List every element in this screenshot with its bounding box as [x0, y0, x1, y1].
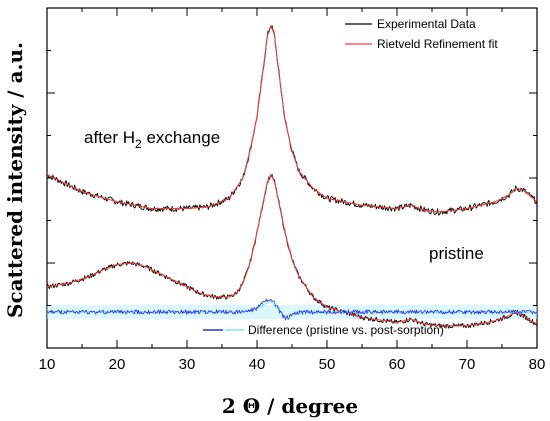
x-tick-label: 20 — [109, 356, 126, 373]
x-axis-ticks — [46, 8, 538, 348]
x-tick-label: 10 — [39, 356, 56, 373]
difference-legend: Difference (pristine vs. post-sorption) — [203, 323, 444, 337]
x-tick-label: 30 — [179, 356, 196, 373]
x-tick-label: 80 — [529, 356, 546, 373]
x-axis-label: 2 Θ / degree — [222, 394, 358, 418]
series-after-h2-exchange-fit — [46, 25, 538, 213]
series-layer — [46, 25, 538, 329]
x-tick-label: 60 — [389, 356, 406, 373]
series-after-h2-exchange-experimental — [46, 25, 538, 216]
annotation-after-h2-base: after H — [84, 128, 135, 147]
legend-label-experimental: Experimental Data — [377, 17, 476, 31]
annotation-after-h2-exchange: after H2 exchange — [84, 128, 220, 151]
x-tick-labels: 10 20 30 40 50 60 70 80 — [39, 356, 546, 373]
y-axis-label: Scattered intensity / a.u. — [3, 42, 27, 318]
x-tick-label: 70 — [459, 356, 476, 373]
difference-band — [47, 305, 537, 319]
difference-legend-label: Difference (pristine vs. post-sorption) — [248, 323, 444, 337]
y-axis-ticks — [47, 7, 537, 349]
legend-label-rietveld: Rietveld Refinement fit — [377, 37, 498, 51]
x-tick-label: 50 — [319, 356, 336, 373]
legend: Experimental Data Rietveld Refinement fi… — [345, 17, 498, 51]
annotation-after-h2-subscript: 2 — [135, 137, 142, 151]
annotation-after-h2-rest: exchange — [142, 128, 220, 147]
annotation-pristine: pristine — [429, 244, 484, 263]
plot-area-frame — [46, 7, 538, 349]
series-difference — [46, 298, 537, 321]
x-tick-label: 40 — [249, 356, 266, 373]
series-pristine-fit — [46, 174, 538, 327]
